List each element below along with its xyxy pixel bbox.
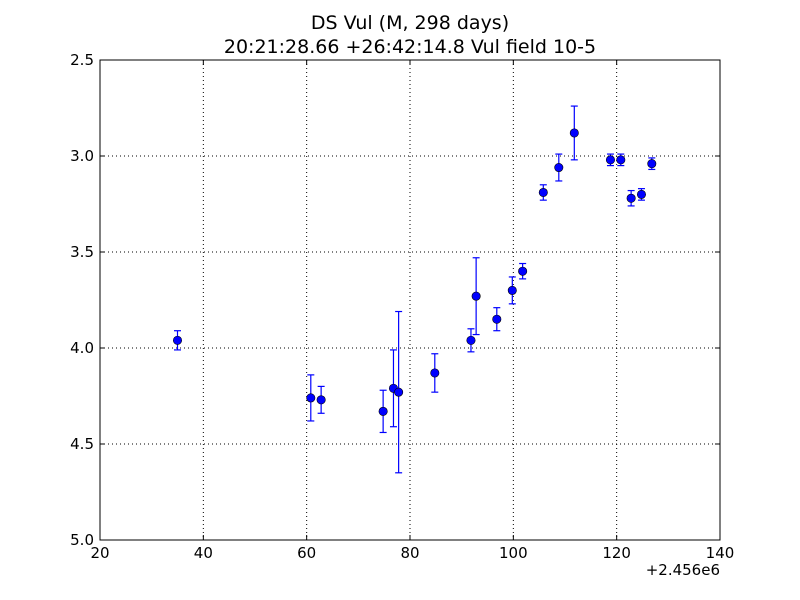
tick-labels: 20 40 60 80 100 120 140 2.5 3.0 3.5 4.0 4.5 5.0 (70, 51, 734, 562)
data-point (173, 330, 183, 351)
data-marker (605, 155, 615, 165)
x-tick-label: 80 (400, 544, 419, 562)
data-point (518, 262, 528, 280)
data-marker (430, 368, 440, 378)
data-point (554, 153, 564, 182)
x-tick-label: 60 (297, 544, 316, 562)
data-marker (466, 335, 476, 345)
data-point (616, 153, 626, 167)
data-point (569, 105, 579, 161)
data-marker (306, 393, 316, 403)
x-tick-label: 120 (602, 544, 631, 562)
y-tick-label: 4.0 (70, 339, 94, 357)
x-tick-label: 100 (499, 544, 528, 562)
x-tick-label: 140 (706, 544, 735, 562)
data-marker (507, 285, 517, 295)
data-point (466, 328, 476, 353)
data-point (316, 385, 326, 414)
data-marker (554, 163, 564, 173)
data-point (626, 189, 636, 207)
chart-title: DS Vul (M, 298 days) (311, 12, 509, 34)
data-marker (626, 193, 636, 203)
chart-subtitle: 20:21:28.66 +26:42:14.8 Vul field 10-5 (224, 36, 596, 58)
data-point (492, 307, 502, 332)
data-point (430, 353, 440, 393)
data-point (306, 374, 316, 422)
data-point (378, 389, 388, 434)
data-marker (616, 155, 626, 165)
x-tick-label: 40 (194, 544, 213, 562)
data-point (394, 310, 404, 474)
y-tick-label: 4.5 (70, 435, 94, 453)
data-point (636, 188, 646, 201)
data-marker (378, 406, 388, 416)
data-series (173, 105, 657, 474)
plot-frame (99, 59, 721, 541)
y-tick-label: 3.5 (70, 243, 94, 261)
data-marker (316, 395, 326, 405)
data-point (471, 257, 481, 336)
data-point (507, 276, 517, 305)
grid-lines (100, 60, 720, 540)
y-tick-label: 3.0 (70, 147, 94, 165)
data-marker (569, 128, 579, 138)
data-marker (518, 266, 528, 276)
data-marker (394, 387, 404, 397)
y-tick-label: 5.0 (70, 531, 94, 549)
x-tick-label: 20 (90, 544, 109, 562)
data-marker (471, 291, 481, 301)
data-marker (173, 335, 183, 345)
data-marker (538, 187, 548, 197)
x-offset-label: +2.456e6 (646, 561, 720, 579)
data-marker (636, 189, 646, 199)
data-point (605, 153, 615, 167)
data-marker (647, 159, 657, 169)
y-tick-label: 2.5 (70, 51, 94, 69)
data-point (647, 157, 657, 171)
data-point (538, 184, 548, 201)
data-marker (492, 314, 502, 324)
